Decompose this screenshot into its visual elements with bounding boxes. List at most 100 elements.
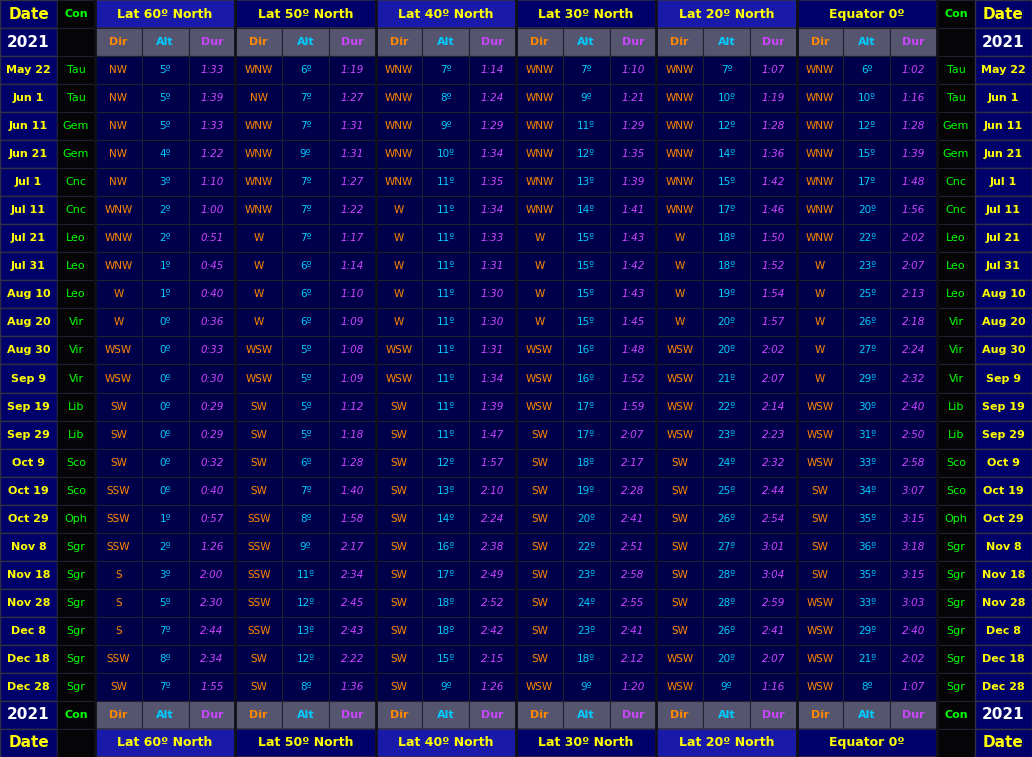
Bar xyxy=(975,449,1032,477)
Text: 5º: 5º xyxy=(299,373,312,384)
Text: 18º: 18º xyxy=(437,598,455,608)
Bar xyxy=(937,112,975,140)
Bar xyxy=(376,533,422,561)
Bar xyxy=(57,477,95,505)
Text: 1:02: 1:02 xyxy=(902,65,926,75)
Text: WSW: WSW xyxy=(806,654,834,664)
Text: Nov 8: Nov 8 xyxy=(986,542,1022,552)
Bar xyxy=(329,364,376,393)
Text: SW: SW xyxy=(671,458,688,468)
Text: 2:02: 2:02 xyxy=(902,233,926,243)
Bar xyxy=(141,280,189,308)
Bar xyxy=(470,224,516,252)
Text: SW: SW xyxy=(391,458,408,468)
Bar xyxy=(610,308,656,336)
Bar xyxy=(562,252,610,280)
Text: 2:52: 2:52 xyxy=(481,598,505,608)
Text: SW: SW xyxy=(110,458,127,468)
Bar xyxy=(610,617,656,645)
Text: 15º: 15º xyxy=(577,261,595,271)
Bar xyxy=(975,364,1032,393)
Text: 27º: 27º xyxy=(858,345,876,356)
Text: Lat 50º North: Lat 50º North xyxy=(258,737,353,749)
Text: Alt: Alt xyxy=(157,37,174,47)
Text: WNW: WNW xyxy=(104,205,132,215)
Bar xyxy=(189,336,235,364)
Bar xyxy=(189,477,235,505)
Text: 29º: 29º xyxy=(858,626,876,636)
Text: 23º: 23º xyxy=(577,626,595,636)
Text: 17º: 17º xyxy=(577,401,595,412)
Bar xyxy=(95,84,141,112)
Bar xyxy=(95,393,141,421)
Bar xyxy=(516,364,562,393)
Text: 11º: 11º xyxy=(437,177,455,187)
Text: Sco: Sco xyxy=(66,458,86,468)
Bar xyxy=(329,449,376,477)
Bar xyxy=(235,224,282,252)
Text: WNW: WNW xyxy=(525,121,553,131)
Text: 0:40: 0:40 xyxy=(200,486,224,496)
Text: 2:49: 2:49 xyxy=(481,570,505,580)
Bar xyxy=(0,393,57,421)
Bar xyxy=(610,168,656,196)
Bar xyxy=(937,252,975,280)
Text: 2:54: 2:54 xyxy=(762,514,785,524)
Text: 7º: 7º xyxy=(720,65,733,75)
Bar xyxy=(235,112,282,140)
Bar xyxy=(0,729,57,757)
Text: WNW: WNW xyxy=(385,177,413,187)
Bar xyxy=(516,28,562,56)
Text: Con: Con xyxy=(944,9,968,19)
Bar xyxy=(891,393,937,421)
Bar xyxy=(235,477,282,505)
Bar xyxy=(189,617,235,645)
Text: Aug 20: Aug 20 xyxy=(981,317,1026,328)
Bar xyxy=(470,280,516,308)
Bar xyxy=(235,364,282,393)
Text: 6º: 6º xyxy=(299,317,312,328)
Bar xyxy=(235,589,282,617)
Bar xyxy=(937,56,975,84)
Bar xyxy=(141,617,189,645)
Bar xyxy=(282,140,329,168)
Text: 3º: 3º xyxy=(159,177,171,187)
Text: 2:44: 2:44 xyxy=(200,626,224,636)
Text: 14º: 14º xyxy=(437,514,455,524)
Bar xyxy=(750,308,797,336)
Text: WSW: WSW xyxy=(806,598,834,608)
Text: Alt: Alt xyxy=(577,37,595,47)
Bar xyxy=(610,252,656,280)
Bar xyxy=(422,224,470,252)
Text: 0º: 0º xyxy=(160,401,171,412)
Bar xyxy=(470,28,516,56)
Text: Dur: Dur xyxy=(481,710,504,720)
Bar xyxy=(189,224,235,252)
Text: 2:41: 2:41 xyxy=(762,626,785,636)
Bar xyxy=(282,393,329,421)
Bar xyxy=(57,308,95,336)
Bar xyxy=(57,280,95,308)
Bar xyxy=(891,505,937,533)
Text: WNW: WNW xyxy=(385,93,413,103)
Text: 0º: 0º xyxy=(160,345,171,356)
Text: 23º: 23º xyxy=(858,261,876,271)
Text: 20º: 20º xyxy=(717,654,736,664)
Text: 14º: 14º xyxy=(577,205,595,215)
Bar xyxy=(610,421,656,449)
Bar xyxy=(376,673,422,701)
Text: W: W xyxy=(815,317,826,328)
Bar xyxy=(141,56,189,84)
Text: Date: Date xyxy=(983,736,1024,750)
Bar xyxy=(516,0,656,28)
Text: 5º: 5º xyxy=(299,345,312,356)
Text: 2:22: 2:22 xyxy=(341,654,364,664)
Text: 16º: 16º xyxy=(577,373,595,384)
Text: 1:19: 1:19 xyxy=(341,65,364,75)
Text: 2:32: 2:32 xyxy=(902,373,926,384)
Bar xyxy=(95,729,235,757)
Text: 2:34: 2:34 xyxy=(341,570,364,580)
Bar xyxy=(975,28,1032,56)
Text: Gem: Gem xyxy=(63,149,89,159)
Text: 2021: 2021 xyxy=(7,708,50,722)
